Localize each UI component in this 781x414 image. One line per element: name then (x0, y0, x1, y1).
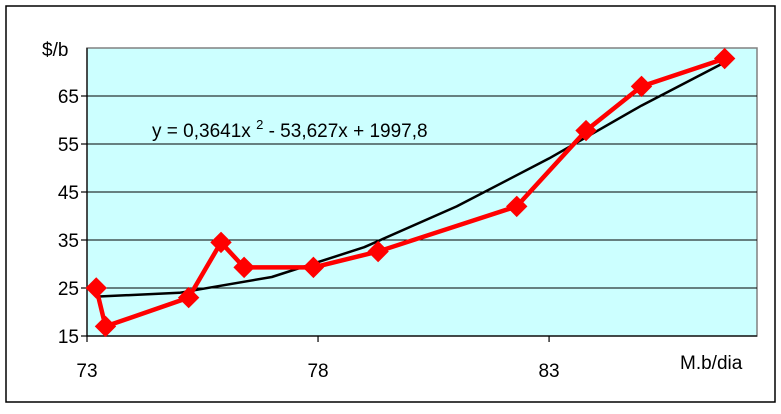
y-tick-label: 45 (58, 183, 79, 204)
y-tick-label: 35 (58, 231, 79, 252)
data-point-marker (713, 47, 736, 70)
gridlines (87, 95, 757, 289)
y-tick-label: 65 (58, 87, 79, 108)
data-point-marker (177, 286, 200, 309)
x-tick-label: 83 (538, 361, 559, 382)
x-tick-label: 73 (76, 361, 97, 382)
data-point-marker (233, 256, 255, 279)
data-point-marker (302, 256, 325, 279)
data-point-marker (94, 315, 117, 338)
equation-suffix: - 53,627x + 1997,8 (269, 121, 428, 142)
data-point-marker (85, 277, 107, 299)
y-tick-label: 25 (58, 279, 79, 300)
x-tick-label: 78 (307, 361, 328, 382)
series-group (85, 47, 736, 338)
data-point-marker (367, 240, 389, 263)
x-axis-title: M.b/dia (680, 353, 743, 374)
data-point-marker (210, 231, 232, 254)
tick-labels: 15 25 35 45 55 65 73 78 83 (58, 87, 560, 382)
equation-prefix: y = 0,3641x (152, 121, 251, 142)
equation-exponent: 2 (256, 117, 263, 132)
data-point-marker (630, 75, 653, 98)
y-tick-label: 55 (58, 135, 79, 156)
data-point-marker (506, 195, 528, 218)
trendline-equation: y = 0,3641x 2 - 53,627x + 1997,8 (152, 113, 428, 142)
data-point-marker (575, 119, 597, 142)
y-axis-title: $/b (42, 40, 68, 61)
y-tick-label: 15 (58, 327, 79, 348)
